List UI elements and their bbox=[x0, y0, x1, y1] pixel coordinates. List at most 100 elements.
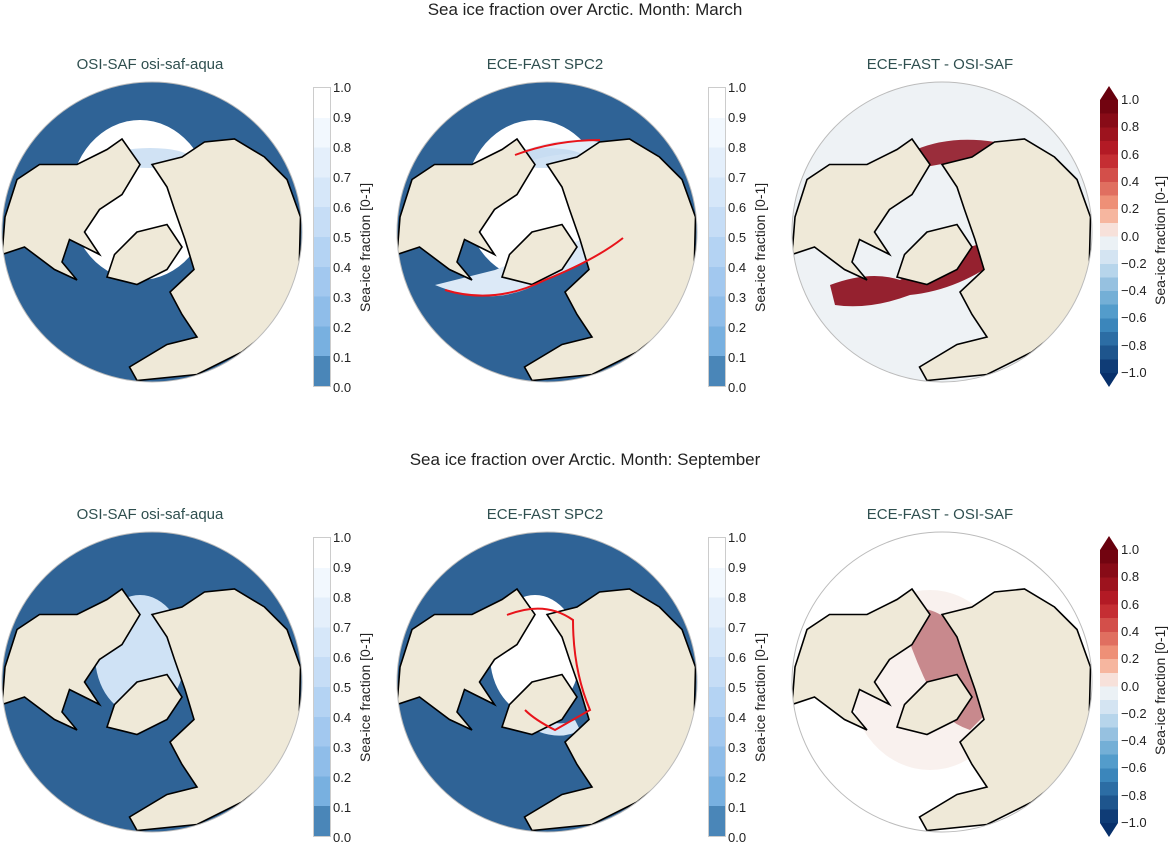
eurasia-land bbox=[523, 138, 697, 382]
colorbar bbox=[708, 537, 726, 837]
colorbar-extend-max bbox=[1100, 536, 1118, 550]
colorbar-tick: 0.6 bbox=[1121, 596, 1140, 612]
colorbar-tick: 1.0 bbox=[333, 530, 352, 545]
arctic-map-diff bbox=[791, 531, 1093, 833]
colorbar-tick: 0.0 bbox=[333, 380, 352, 395]
arctic-map-obs bbox=[1, 81, 303, 383]
arctic-map-model bbox=[396, 531, 698, 833]
panel-title: ECE-FAST - OSI-SAF bbox=[866, 56, 1014, 73]
colorbar-tick: 0.8 bbox=[333, 140, 352, 155]
eurasia-land bbox=[918, 588, 1092, 832]
colorbar-tick: −0.6 bbox=[1121, 310, 1147, 326]
panel-title: ECE-FAST SPC2 bbox=[486, 56, 604, 73]
colorbar-tick: 0.3 bbox=[333, 290, 352, 305]
panel-title: OSI-SAF osi-saf-aqua bbox=[76, 506, 224, 523]
greenland-land bbox=[895, 673, 973, 736]
north-america-land bbox=[792, 137, 931, 281]
colorbar-tick: 0.6 bbox=[728, 200, 747, 215]
colorbar-tick: −0.2 bbox=[1121, 705, 1147, 721]
colorbar-tick: 1.0 bbox=[1121, 92, 1140, 107]
map-boundary bbox=[791, 531, 1093, 833]
greenland-land bbox=[500, 223, 578, 286]
colorbar-tick: 0.7 bbox=[728, 620, 747, 635]
colorbar-tick: 0.8 bbox=[728, 140, 747, 155]
colorbar-tick: 0.9 bbox=[728, 560, 747, 575]
colorbar-tick: −0.6 bbox=[1121, 760, 1147, 776]
panel-title: ECE-FAST SPC2 bbox=[486, 506, 604, 523]
colorbar-tick: 0.2 bbox=[728, 320, 747, 335]
colorbar-tick: 0.0 bbox=[333, 830, 352, 844]
map-boundary bbox=[1, 81, 303, 383]
colorbar-tick: −1.0 bbox=[1121, 365, 1147, 380]
colorbar-tick: 0.0 bbox=[728, 380, 747, 395]
colorbar-tick: 0.7 bbox=[333, 620, 352, 635]
colorbar-tick: 0.4 bbox=[333, 260, 352, 275]
greenland-land bbox=[105, 673, 183, 736]
colorbar-tick: 0.0 bbox=[1121, 228, 1140, 244]
colorbar-tick: 1.0 bbox=[333, 80, 352, 95]
map-boundary bbox=[396, 531, 698, 833]
colorbar-tick: 0.3 bbox=[728, 290, 747, 305]
colorbar-tick: −0.4 bbox=[1121, 733, 1147, 749]
colorbar-label: Sea-ice fraction [0-1] bbox=[1152, 175, 1168, 305]
colorbar-tick: 0.2 bbox=[333, 320, 352, 335]
colorbar-tick: −0.8 bbox=[1121, 787, 1147, 803]
colorbar-tick: 0.4 bbox=[1121, 173, 1140, 189]
colorbar-tick: 0.2 bbox=[728, 770, 747, 785]
colorbar-extend-max bbox=[1100, 86, 1118, 100]
colorbar-tick: 0.7 bbox=[333, 170, 352, 185]
colorbar-tick: 0.3 bbox=[728, 740, 747, 755]
eurasia-land bbox=[128, 138, 302, 382]
diff-region bbox=[915, 139, 1000, 168]
colorbar-extend-min bbox=[1100, 823, 1118, 837]
colorbar-label: Sea-ice fraction [0-1] bbox=[357, 632, 373, 762]
greenland-land bbox=[895, 223, 973, 286]
colorbar bbox=[708, 87, 726, 387]
north-america-land bbox=[2, 137, 141, 281]
colorbar-tick: 0.1 bbox=[333, 800, 352, 815]
colorbar bbox=[1100, 550, 1118, 823]
colorbar-tick: 0.8 bbox=[728, 590, 747, 605]
map-boundary bbox=[1, 531, 303, 833]
colorbar-tick: 0.5 bbox=[728, 230, 747, 245]
figure-title: Sea ice fraction over Arctic. Month: Sep… bbox=[409, 450, 761, 469]
ice-edge-contour bbox=[506, 607, 592, 732]
figure-title: Sea ice fraction over Arctic. Month: Mar… bbox=[427, 0, 743, 19]
panel-title: ECE-FAST - OSI-SAF bbox=[866, 506, 1014, 523]
colorbar-tick: 0.9 bbox=[333, 560, 352, 575]
colorbar-tick: 0.1 bbox=[728, 350, 747, 365]
colorbar-tick: 1.0 bbox=[728, 80, 747, 95]
colorbar-extend-min bbox=[1100, 373, 1118, 387]
colorbar-tick: 0.8 bbox=[333, 590, 352, 605]
colorbar-tick: 0.9 bbox=[333, 110, 352, 125]
eurasia-land bbox=[918, 138, 1092, 382]
colorbar-label: Sea-ice fraction [0-1] bbox=[357, 182, 373, 312]
colorbar-tick: 0.5 bbox=[333, 230, 352, 245]
arctic-map-model bbox=[396, 81, 698, 383]
colorbar-tick: 0.1 bbox=[728, 800, 747, 815]
greenland-land bbox=[105, 223, 183, 286]
arctic-map-diff bbox=[791, 81, 1093, 383]
colorbar-tick: 0.6 bbox=[728, 650, 747, 665]
colorbar-tick: −0.8 bbox=[1121, 337, 1147, 353]
colorbar-tick: −0.2 bbox=[1121, 255, 1147, 271]
colorbar-tick: 0.3 bbox=[333, 740, 352, 755]
colorbar-tick: 0.6 bbox=[333, 650, 352, 665]
colorbar-tick: 0.4 bbox=[1121, 623, 1140, 639]
colorbar-tick: 0.5 bbox=[333, 680, 352, 695]
colorbar-tick: 0.7 bbox=[728, 170, 747, 185]
colorbar-tick: 0.4 bbox=[333, 710, 352, 725]
colorbar-tick: 0.1 bbox=[333, 350, 352, 365]
colorbar-tick: 0.0 bbox=[728, 830, 747, 844]
colorbar-tick: 0.8 bbox=[1121, 569, 1140, 585]
north-america-land bbox=[2, 587, 141, 731]
north-america-land bbox=[397, 587, 536, 731]
north-america-land bbox=[792, 587, 931, 731]
map-boundary bbox=[396, 81, 698, 383]
colorbar-tick: 0.9 bbox=[728, 110, 747, 125]
ice-edge-contour bbox=[444, 139, 624, 297]
north-america-land bbox=[397, 137, 536, 281]
colorbar-tick: 0.6 bbox=[333, 200, 352, 215]
colorbar-tick: 0.6 bbox=[1121, 146, 1140, 162]
